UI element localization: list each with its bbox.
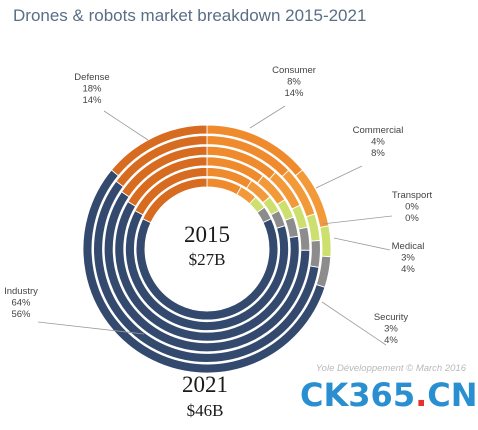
segment-label-security-v2015: 3% [384,324,398,335]
segment-label-security-v2021: 4% [384,335,398,346]
ring-3-segment-defense [127,156,208,207]
segment-label-commercial-v2021: 8% [371,148,385,159]
segment-label-security-name: Security [374,312,409,323]
watermark-logo: CK365.CN [300,376,478,414]
leader-line-consumer [249,105,286,129]
ring-5-segment-security [309,239,321,268]
segment-label-medical: Medical 3% 4% [392,241,425,275]
segment-labels: Consumer 8% 14%Commercial 4% 8%Transport 0% 0%… [4,65,432,346]
segment-label-medical-v2015: 3% [401,253,415,264]
ring-4-segment-defense [120,145,208,198]
leader-line-transport [321,215,393,225]
segment-label-transport-v2015: 0% [405,202,419,213]
leader-line-security [321,301,387,346]
segment-label-defense-v2015: 18% [82,84,102,95]
segment-label-consumer-v2015: 8% [287,77,301,88]
segment-label-commercial-name: Commercial [353,125,404,136]
outer-value-label: $46B [187,401,224,420]
donut-rings [82,124,332,374]
segment-label-consumer-name: Consumer [272,65,316,76]
ring-2-segment-defense [134,166,208,216]
segment-label-industry-name: Industry [4,286,38,297]
leader-line-medical [333,237,391,251]
segment-label-defense-v2021: 14% [82,95,102,106]
chart-title: Drones & robots market breakdown 2015-20… [13,6,366,25]
ring-1-segment-defense [142,177,208,224]
segment-label-medical-v2021: 4% [401,264,415,275]
segment-label-industry-v2021: 56% [11,309,31,320]
segment-label-industry: Industry 64% 56% [4,286,38,320]
source-credit: Yole Développement © March 2016 [316,363,467,374]
label-leader-lines [37,105,393,346]
ring-4-segment-security [298,226,311,251]
segment-label-transport-v2021: 0% [405,213,419,224]
leader-line-commercial [315,165,363,189]
outer-year-label: 2021 [182,372,228,397]
inner-year-label: 2015 [184,222,230,247]
segment-label-consumer-v2021: 14% [284,88,304,99]
segment-label-transport-name: Transport [392,190,433,201]
leader-line-defense [103,110,149,141]
segment-label-transport: Transport 0% 0% [392,190,433,224]
segment-label-industry-v2015: 64% [11,298,31,309]
segment-label-commercial: Commercial 4% 8% [353,125,404,159]
segment-label-security: Security 3% 4% [374,312,409,346]
inner-value-label: $27B [189,250,226,269]
ring-6-segment-defense [110,124,208,177]
segment-label-defense: Defense 18% 14% [74,72,109,106]
segment-label-consumer: Consumer 8% 14% [272,65,316,99]
segment-label-medical-name: Medical [392,241,425,252]
watermark-main: CK365 [300,376,415,414]
watermark-dot: . [415,376,427,414]
watermark-text: CK365.CN [300,376,478,414]
ring-6-segment-medical [319,225,332,258]
segment-label-defense-name: Defense [74,72,109,83]
ring-5-segment-defense [115,135,208,188]
watermark-cn: CN [427,376,477,414]
leader-line-industry [37,321,145,335]
segment-label-commercial-v2015: 4% [371,137,385,148]
